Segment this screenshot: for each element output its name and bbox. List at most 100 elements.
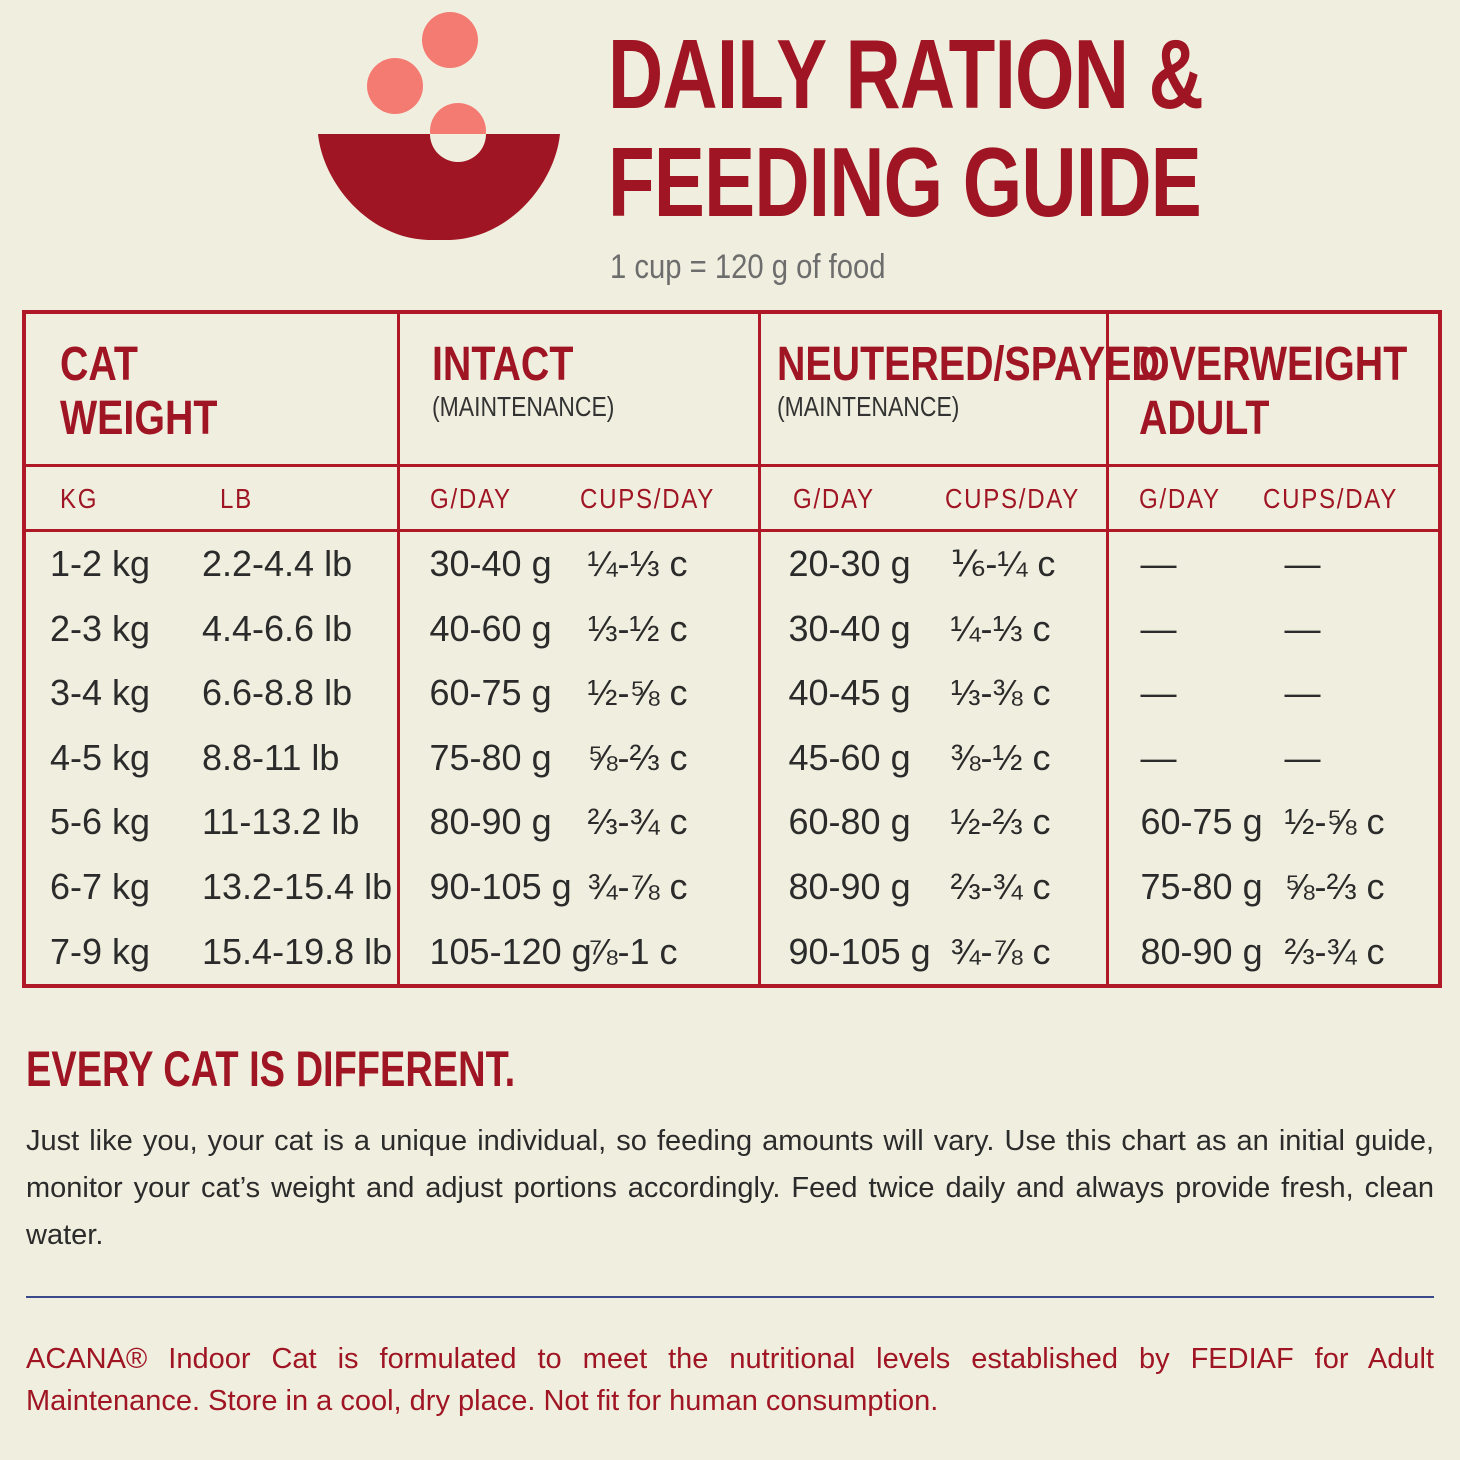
divider (26, 1296, 1434, 1298)
table-cell: 13.2-15.4 lb (202, 865, 393, 907)
feeding-table: CAT WEIGHT INTACT (MAINTENANCE) NEUTERED/… (22, 310, 1442, 989)
table-row: 105-120 g⅞-1 c (430, 920, 758, 985)
table-cell: 7-9 kg (50, 930, 151, 972)
group-subtitle: (MAINTENANCE) (431, 391, 614, 422)
table-cell: 30-40 g (429, 543, 552, 584)
group-title: NEUTERED/SPAYED (776, 338, 1160, 391)
unit-label: G/DAY (429, 483, 512, 514)
table-cell: ⅝-⅔ c (587, 736, 688, 778)
table-cell: 8.8-11 lb (202, 736, 340, 778)
table-cell: ⅞-1 c (587, 930, 678, 972)
table-cell: ⅔-¾ c (587, 801, 688, 843)
table-cell: 6-7 kg (50, 865, 151, 907)
table-cell: 40-45 g (788, 672, 911, 714)
table-row: 90-105 g ¾-⅞ c (789, 920, 1106, 985)
table-cell: 60-75 g (429, 672, 552, 714)
table-row: 40-60 g ⅓-½ c (430, 597, 758, 662)
table-cell: 3-4 kg (50, 672, 151, 714)
table-body: 1-2 kg 2.2-4.4 lb 2-3 kg 4.4-6.6 lb 3-4 kg 6.… (24, 530, 1440, 987)
table-cell: ⅓-⅜ c (950, 672, 1051, 714)
table-cell: 20-30 g (788, 543, 911, 584)
title-line-2: FEEDING GUIDE (608, 127, 1202, 237)
table-cell: 2.2-4.4 lb (202, 543, 353, 584)
group-header-intact: INTACT (MAINTENANCE) (398, 312, 761, 467)
table-cell: 4.4-6.6 lb (202, 607, 353, 649)
table-row: 75-80 g ⅝-⅔ c (1141, 855, 1439, 920)
table-cell: — (1140, 736, 1177, 778)
footer-disclaimer: ACANA® Indoor Cat is formulated to meet … (26, 1343, 1434, 1417)
table-cell: ½-⅔ c (950, 801, 1051, 843)
table-cell: ⅝-⅔ c (1284, 865, 1385, 907)
group-title: CAT (60, 338, 138, 391)
table-cell: 60-80 g (788, 801, 911, 843)
page-title: DAILY RATION & FEEDING GUIDE (608, 19, 1204, 237)
table-unit-row: KG LB G/DAY CUPS/DAY G/DAY CUPS/DAY G/DAY CU… (24, 465, 1440, 532)
unit-label: KG (60, 483, 99, 514)
table-cell: ⅓-½ c (587, 607, 688, 649)
table-row: 80-90 g ⅔-¾ c (789, 855, 1106, 920)
table-row: 60-75 g ½-⅝ c (1141, 790, 1439, 855)
table-cell: — (1140, 607, 1177, 649)
header: DAILY RATION & FEEDING GUIDE 1 cup = 120… (0, 0, 1460, 300)
group-header-cat-weight: CAT WEIGHT (24, 312, 400, 467)
table-cell: 45-60 g (788, 736, 911, 778)
table-cell: ⅙-¼ c (950, 543, 1056, 584)
table-cell: 75-80 g (429, 736, 552, 778)
table-row: — — (1141, 532, 1439, 597)
title-line-1: DAILY RATION & (608, 19, 1204, 129)
table-cell: 90-105 g (429, 865, 572, 907)
table-cell: — (1284, 543, 1321, 584)
unit-label: CUPS/DAY (579, 483, 715, 514)
table-row: 30-40 g ¼-⅓ c (430, 532, 758, 597)
table-row: 5-6 kg 11-13.2 lb (50, 790, 397, 855)
group-header-neutered: NEUTERED/SPAYED (MAINTENANCE) (759, 312, 1160, 467)
table-cell: 75-80 g (1140, 865, 1263, 907)
table-cell: ½-⅝ c (1284, 801, 1385, 843)
table-cell: 30-40 g (788, 607, 911, 649)
table-cell: — (1284, 736, 1321, 778)
unit-label: CUPS/DAY (1262, 483, 1398, 514)
table-cell: ⅔-¾ c (950, 865, 1051, 907)
table-row: 20-30 g ⅙-¼ c (789, 532, 1106, 597)
table-cell: 80-90 g (429, 801, 552, 843)
table-cell: ¼-⅓ c (950, 607, 1051, 649)
group-subtitle: (MAINTENANCE) (776, 391, 959, 422)
section-body: Just like you, your cat is a unique indi… (26, 1125, 1434, 1251)
bowl-with-kibble-icon (318, 12, 560, 240)
table-cell: — (1284, 607, 1321, 649)
table-cell: 2-3 kg (50, 607, 151, 649)
group-title-line-2: ADULT (1138, 392, 1269, 445)
table-cell: 80-90 g (788, 865, 911, 907)
table-row: 6-7 kg 13.2-15.4 lb (50, 855, 397, 920)
table-row: — — (1141, 661, 1439, 726)
table-row: 60-80 g ½-⅔ c (789, 790, 1106, 855)
table-row: 1-2 kg 2.2-4.4 lb (50, 532, 397, 597)
table-cell: 40-60 g (429, 607, 552, 649)
table-cell: 80-90 g (1140, 930, 1263, 972)
table-row: 60-75 g ½-⅝ c (430, 661, 758, 726)
table-cell: ⅜-½ c (950, 736, 1051, 778)
table-cell: ¾-⅞ c (587, 865, 688, 907)
table-row: 7-9 kg 15.4-19.8 lb (50, 920, 397, 985)
table-cell: 90-105 g (788, 930, 931, 972)
table-row: 2-3 kg 4.4-6.6 lb (50, 597, 397, 662)
intact-column: 30-40 g ¼-⅓ c 40-60 g ⅓-½ c 60-75 g ½-⅝ c 75-8… (398, 530, 761, 987)
table-row: 40-45 g ⅓-⅜ c (789, 661, 1106, 726)
group-title: OVERWEIGHT (1138, 338, 1407, 391)
table-row: — — (1141, 726, 1439, 791)
table-cell: — (1284, 672, 1321, 714)
group-header-overweight: OVERWEIGHT ADULT (1107, 312, 1440, 467)
table-row: 30-40 g ¼-⅓ c (789, 597, 1106, 662)
group-title-line-2: WEIGHT (60, 392, 218, 445)
table-header-row: CAT WEIGHT INTACT (MAINTENANCE) NEUTERED/… (24, 312, 1440, 467)
group-title: INTACT (431, 338, 573, 391)
unit-label: LB (220, 483, 253, 514)
table-cell: 5-6 kg (50, 801, 151, 843)
table-cell: — (1140, 672, 1177, 714)
table-row: 3-4 kg 6.6-8.8 lb (50, 661, 397, 726)
unit-label: G/DAY (1138, 483, 1221, 514)
table-row: 80-90 g ⅔-¾ c (430, 790, 758, 855)
table-cell: 1-2 kg (50, 543, 151, 584)
section-title: EVERY CAT IS DIFFERENT. (26, 1041, 516, 1097)
